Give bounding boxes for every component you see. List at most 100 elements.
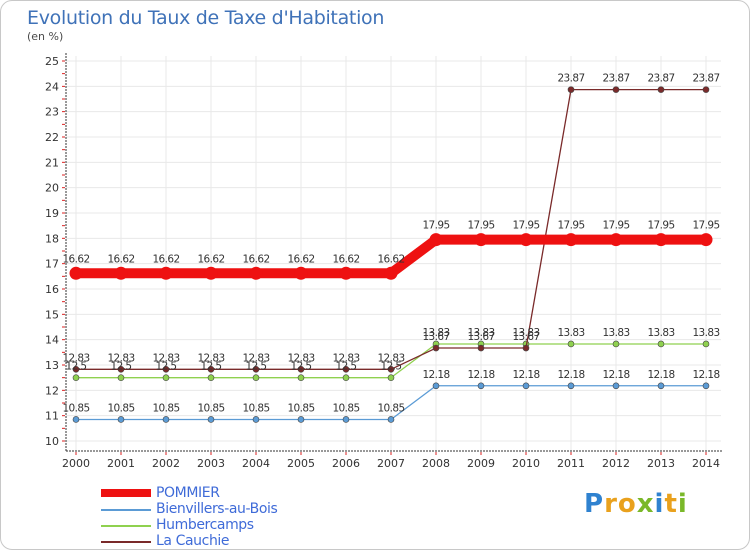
legend-label-la-cauchie: La Cauchie <box>156 533 230 549</box>
data-label-humbercamps: 12.5 <box>336 361 357 373</box>
data-label-bienvillers-au-bois: 12.18 <box>557 369 584 381</box>
data-label-humbercamps: 12.5 <box>201 361 222 373</box>
data-label-pommier: 17.95 <box>647 220 674 232</box>
x-tick-label: 2007 <box>377 457 405 470</box>
data-label-humbercamps: 13.83 <box>422 327 449 339</box>
data-point-bienvillers-au-bois <box>657 382 665 390</box>
data-label-la-cauchie: 13.67 <box>422 331 449 343</box>
logo-letter: i <box>654 489 665 519</box>
x-tick-label: 2006 <box>332 457 360 470</box>
data-point-la-cauchie <box>297 366 305 373</box>
data-label-bienvillers-au-bois: 12.18 <box>467 369 494 381</box>
data-point-humbercamps <box>297 374 305 381</box>
line-chart: 10 11 12 13 14 15 16 17 18 19 20 21 22 23 24 25 2000 2001… <box>45 53 723 470</box>
data-label-bienvillers-au-bois: 10.85 <box>377 402 404 414</box>
data-label-bienvillers-au-bois: 10.85 <box>152 402 179 414</box>
y-tick-label: 15 <box>45 308 59 321</box>
data-point-pommier <box>69 266 83 280</box>
data-label-pommier: 16.62 <box>107 253 134 265</box>
data-point-bienvillers-au-bois <box>702 382 710 390</box>
x-tick-label: 2011 <box>557 457 585 470</box>
data-label-la-cauchie: 12.83 <box>242 352 269 364</box>
data-label-la-cauchie: 23.87 <box>557 73 584 85</box>
data-point-humbercamps <box>72 374 80 381</box>
legend-label-humbercamps: Humbercamps <box>156 517 254 533</box>
data-point-humbercamps <box>117 374 125 381</box>
data-label-pommier: 17.95 <box>557 220 584 232</box>
data-label-humbercamps: 12.5 <box>246 361 267 373</box>
data-point-pommier <box>474 233 488 247</box>
data-point-humbercamps <box>252 374 260 381</box>
data-label-pommier: 16.62 <box>242 253 269 265</box>
data-label-humbercamps: 13.83 <box>467 327 494 339</box>
data-label-bienvillers-au-bois: 12.18 <box>422 369 449 381</box>
data-point-humbercamps <box>657 340 665 348</box>
data-label-bienvillers-au-bois: 12.18 <box>602 369 629 381</box>
data-label-bienvillers-au-bois: 10.85 <box>62 402 89 414</box>
data-point-pommier <box>519 233 533 247</box>
logo-letter: i <box>677 489 688 519</box>
data-point-bienvillers-au-bois <box>522 382 530 390</box>
data-point-la-cauchie <box>522 344 530 352</box>
data-point-pommier <box>339 266 353 280</box>
data-label-humbercamps: 13.83 <box>647 327 674 339</box>
data-point-la-cauchie <box>72 366 80 373</box>
data-point-humbercamps <box>162 374 170 381</box>
data-point-bienvillers-au-bois <box>432 382 440 390</box>
data-label-pommier: 16.62 <box>287 253 314 265</box>
y-tick-label: 20 <box>45 182 59 195</box>
data-label-pommier: 17.95 <box>512 220 539 232</box>
data-label-la-cauchie: 23.87 <box>647 73 674 85</box>
data-label-bienvillers-au-bois: 10.85 <box>332 402 359 414</box>
x-tick-label: 2014 <box>692 457 720 470</box>
data-label-humbercamps: 12.5 <box>291 361 312 373</box>
data-label-humbercamps: 12.5 <box>111 361 132 373</box>
data-point-la-cauchie <box>117 366 125 373</box>
data-point-bienvillers-au-bois <box>297 416 305 423</box>
data-point-bienvillers-au-bois <box>342 416 350 423</box>
data-point-pommier <box>429 233 443 247</box>
data-label-la-cauchie: 12.83 <box>287 352 314 364</box>
data-point-pommier <box>159 266 173 280</box>
data-label-la-cauchie: 23.87 <box>692 73 719 85</box>
data-point-bienvillers-au-bois <box>162 416 170 423</box>
y-tick-label: 23 <box>45 106 59 119</box>
y-tick-label: 17 <box>45 258 59 271</box>
data-point-bienvillers-au-bois <box>207 416 215 423</box>
legend-swatch-bienvillers <box>101 509 151 511</box>
data-label-bienvillers-au-bois: 12.18 <box>512 369 539 381</box>
data-label-pommier: 17.95 <box>467 220 494 232</box>
y-tick-label: 10 <box>45 435 59 448</box>
logo-letter: x <box>636 489 655 519</box>
chart-title: Evolution du Taux de Taxe d'Habitation <box>27 7 385 29</box>
data-label-humbercamps: 12.5 <box>156 361 177 373</box>
data-point-la-cauchie <box>612 86 620 93</box>
data-label-pommier: 17.95 <box>422 220 449 232</box>
data-label-humbercamps: 12.5 <box>381 361 402 373</box>
y-tick-label: 25 <box>45 55 59 68</box>
data-label-humbercamps: 13.83 <box>557 327 584 339</box>
x-tick-label: 2003 <box>197 457 225 470</box>
data-label-la-cauchie: 12.83 <box>152 352 179 364</box>
data-label-pommier: 17.95 <box>692 220 719 232</box>
legend-swatch-humbercamps <box>101 525 151 527</box>
data-point-la-cauchie <box>162 366 170 373</box>
data-label-bienvillers-au-bois: 10.85 <box>242 402 269 414</box>
data-label-la-cauchie: 13.67 <box>467 331 494 343</box>
data-label-bienvillers-au-bois: 12.18 <box>647 369 674 381</box>
data-point-la-cauchie <box>702 86 710 93</box>
y-tick-label: 13 <box>45 359 59 372</box>
x-tick-label: 2010 <box>512 457 540 470</box>
data-point-la-cauchie <box>387 366 395 373</box>
x-tick-label: 2004 <box>242 457 270 470</box>
y-tick-label: 21 <box>45 156 59 169</box>
legend-label-bienvillers: Bienvillers-au-Bois <box>156 501 278 517</box>
data-point-bienvillers-au-bois <box>612 382 620 390</box>
data-point-pommier <box>204 266 218 280</box>
data-point-humbercamps <box>387 374 395 381</box>
data-point-la-cauchie <box>477 344 485 352</box>
legend-swatch-la-cauchie <box>101 541 151 543</box>
data-label-pommier: 16.62 <box>377 253 404 265</box>
legend-swatch-pommier <box>101 489 151 497</box>
